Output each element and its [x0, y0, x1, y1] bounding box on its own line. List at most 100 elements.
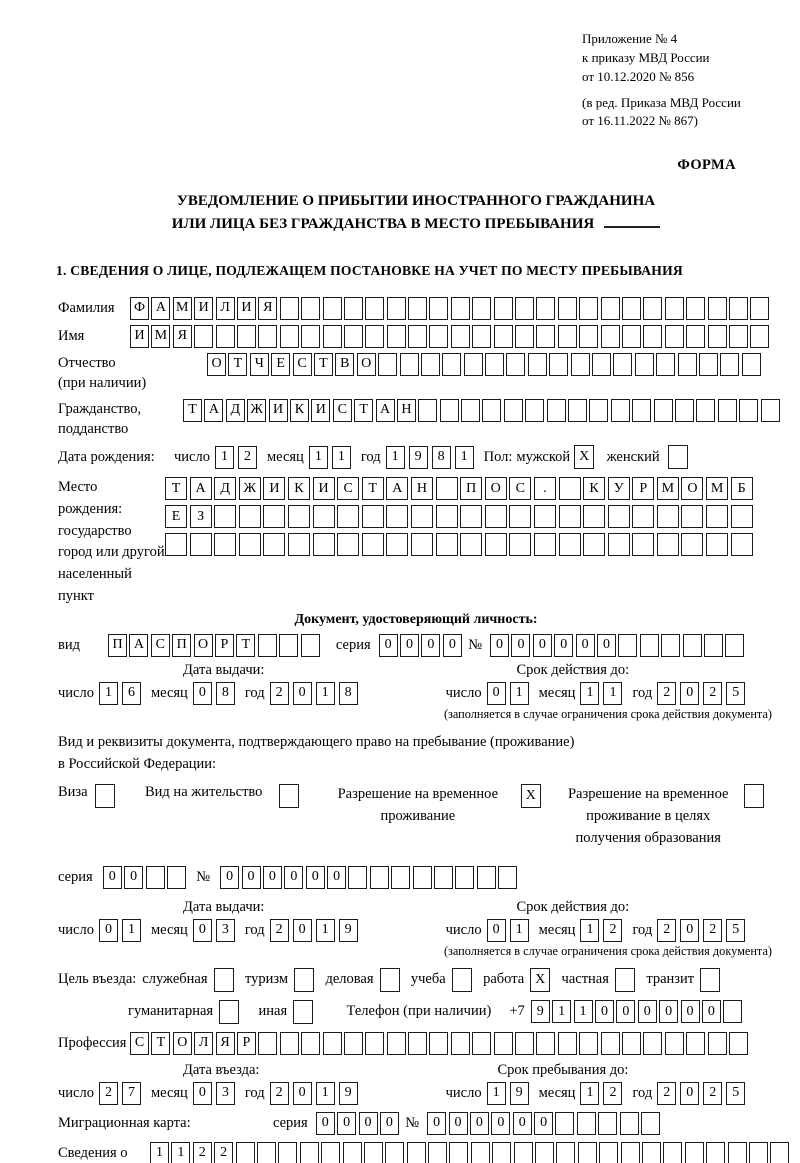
char-cell[interactable] — [213, 967, 234, 992]
char-cell[interactable] — [546, 398, 566, 422]
char-cell[interactable] — [429, 296, 449, 320]
char-cell[interactable]: Я — [215, 1031, 235, 1055]
char-cell[interactable] — [570, 352, 590, 376]
char-cell[interactable]: 0 — [616, 1000, 636, 1024]
char-cell[interactable]: 9 — [338, 918, 358, 942]
char-cell[interactable]: О — [356, 352, 376, 376]
char-cell[interactable] — [408, 296, 428, 320]
char-cell[interactable] — [727, 1141, 747, 1163]
char-cell[interactable]: 2 — [703, 681, 723, 705]
char-cell[interactable]: А — [151, 296, 171, 320]
char-cell[interactable] — [589, 398, 609, 422]
char-cell[interactable]: 5 — [726, 918, 746, 942]
char-cell[interactable]: 1 — [509, 918, 529, 942]
char-cell[interactable] — [279, 324, 299, 348]
char-cell[interactable]: 6 — [121, 681, 141, 705]
char-cell[interactable]: 0 — [379, 1111, 399, 1135]
char-cell[interactable]: 2 — [269, 681, 289, 705]
char-cell[interactable] — [674, 398, 694, 422]
char-cell[interactable] — [632, 398, 652, 422]
char-cell[interactable]: П — [108, 633, 127, 657]
char-cell[interactable] — [620, 1141, 640, 1163]
char-cell[interactable] — [723, 1000, 743, 1024]
char-cell[interactable]: 0 — [701, 1000, 721, 1024]
char-cell[interactable] — [677, 352, 697, 376]
char-cell[interactable]: 0 — [421, 633, 441, 657]
char-cell[interactable] — [363, 1141, 383, 1163]
char-cell[interactable]: 8 — [338, 681, 358, 705]
char-cell[interactable]: Д — [225, 398, 245, 422]
char-cell[interactable] — [348, 865, 368, 889]
char-cell[interactable] — [557, 1031, 577, 1055]
char-cell[interactable] — [720, 352, 740, 376]
char-cell[interactable]: 2 — [603, 1081, 623, 1105]
char-cell[interactable]: 1 — [580, 1081, 600, 1105]
char-cell[interactable]: И — [312, 477, 335, 501]
char-cell[interactable]: 1 — [315, 1081, 335, 1105]
char-cell[interactable] — [618, 633, 638, 657]
char-cell[interactable] — [460, 533, 483, 557]
char-cell[interactable] — [707, 1031, 727, 1055]
char-cell[interactable] — [410, 505, 433, 529]
char-cell[interactable] — [439, 398, 459, 422]
char-cell[interactable] — [492, 1141, 512, 1163]
char-cell[interactable] — [365, 1031, 385, 1055]
char-cell[interactable] — [643, 324, 663, 348]
char-cell[interactable] — [664, 1031, 684, 1055]
char-cell[interactable]: К — [287, 477, 310, 501]
char-cell[interactable]: О — [484, 477, 507, 501]
char-cell[interactable] — [686, 296, 706, 320]
char-cell[interactable] — [748, 1141, 768, 1163]
char-cell[interactable]: X — [574, 445, 595, 470]
char-cell[interactable]: 9 — [530, 1000, 550, 1024]
char-cell[interactable]: Е — [165, 505, 187, 529]
char-cell[interactable]: 7 — [121, 1081, 141, 1105]
char-cell[interactable]: 0 — [358, 1111, 378, 1135]
char-cell[interactable] — [449, 1141, 469, 1163]
char-cell[interactable]: 0 — [512, 1111, 532, 1135]
char-cell[interactable] — [770, 1141, 790, 1163]
char-cell[interactable] — [599, 1141, 619, 1163]
char-cell[interactable] — [750, 324, 770, 348]
char-cell[interactable]: М — [172, 296, 192, 320]
char-cell[interactable] — [698, 352, 718, 376]
char-cell[interactable] — [707, 324, 727, 348]
char-cell[interactable]: 0 — [486, 918, 506, 942]
char-cell[interactable] — [442, 352, 462, 376]
char-cell[interactable]: 9 — [408, 445, 428, 469]
char-cell[interactable]: 1 — [580, 918, 600, 942]
char-cell[interactable]: С — [292, 352, 312, 376]
char-cell[interactable]: И — [263, 477, 286, 501]
char-cell[interactable] — [513, 1141, 533, 1163]
char-cell[interactable]: Д — [214, 477, 237, 501]
char-cell[interactable] — [634, 352, 654, 376]
char-cell[interactable]: 0 — [680, 918, 700, 942]
char-cell[interactable] — [607, 533, 630, 557]
char-cell[interactable] — [663, 1141, 683, 1163]
char-cell[interactable]: 0 — [192, 681, 212, 705]
char-cell[interactable] — [450, 1031, 470, 1055]
char-cell[interactable]: 1 — [603, 681, 623, 705]
char-cell[interactable]: X — [520, 784, 541, 809]
char-cell[interactable] — [482, 398, 502, 422]
char-cell[interactable] — [558, 477, 581, 501]
char-cell[interactable]: 2 — [237, 445, 257, 469]
char-cell[interactable] — [533, 505, 556, 529]
char-cell[interactable]: 8 — [215, 681, 235, 705]
char-cell[interactable] — [506, 352, 526, 376]
char-cell[interactable]: 0 — [192, 1081, 212, 1105]
char-cell[interactable]: 0 — [469, 1111, 489, 1135]
char-cell[interactable] — [730, 533, 753, 557]
char-cell[interactable] — [515, 296, 535, 320]
char-cell[interactable] — [256, 1141, 276, 1163]
char-cell[interactable] — [681, 533, 704, 557]
char-cell[interactable] — [583, 533, 606, 557]
char-cell[interactable] — [643, 1031, 663, 1055]
char-cell[interactable] — [299, 1141, 319, 1163]
char-cell[interactable]: 0 — [292, 681, 312, 705]
char-cell[interactable] — [301, 324, 321, 348]
char-cell[interactable] — [643, 296, 663, 320]
char-cell[interactable]: Ж — [247, 398, 267, 422]
char-cell[interactable]: 1 — [150, 1141, 169, 1163]
char-cell[interactable]: 0 — [192, 918, 212, 942]
